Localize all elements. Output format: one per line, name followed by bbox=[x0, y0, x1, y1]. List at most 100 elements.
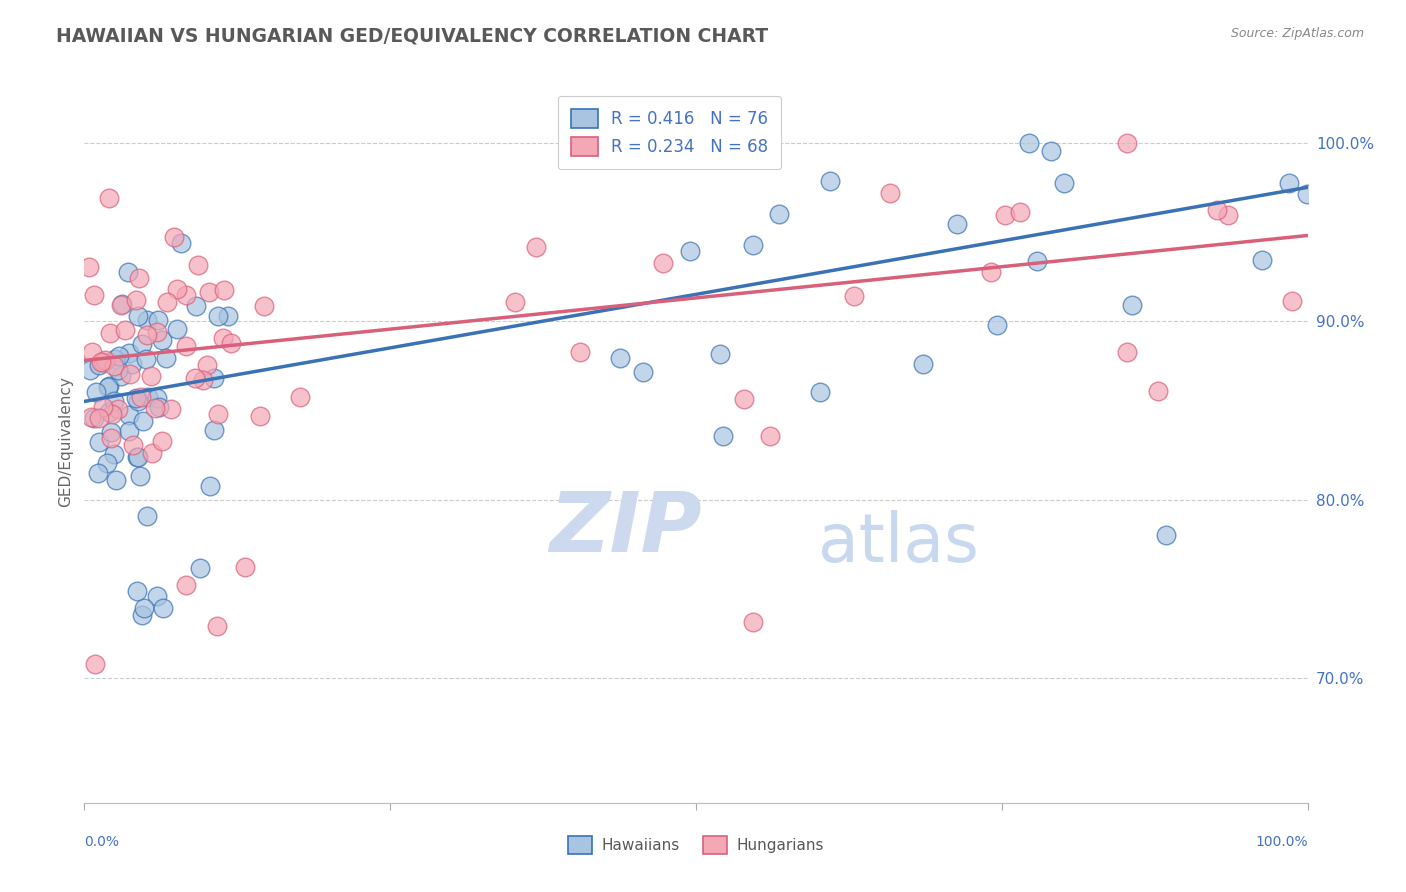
Point bbox=[879, 186, 901, 200]
Point bbox=[212, 331, 235, 345]
Point bbox=[91, 401, 114, 415]
Point bbox=[114, 323, 136, 337]
Point bbox=[195, 359, 218, 373]
Point bbox=[207, 407, 229, 421]
Point bbox=[233, 560, 256, 574]
Point bbox=[103, 393, 125, 408]
Point bbox=[1053, 177, 1076, 191]
Point bbox=[709, 347, 731, 361]
Point bbox=[633, 365, 655, 379]
Point bbox=[198, 285, 221, 299]
Point bbox=[219, 335, 242, 350]
Point bbox=[1206, 202, 1229, 217]
Point bbox=[759, 428, 782, 442]
Point bbox=[120, 367, 142, 381]
Point bbox=[118, 346, 141, 360]
Point bbox=[122, 438, 145, 452]
Point bbox=[135, 328, 157, 343]
Point bbox=[202, 371, 225, 385]
Point bbox=[1281, 294, 1303, 309]
Point bbox=[110, 368, 132, 383]
Point bbox=[152, 601, 174, 615]
Point bbox=[100, 425, 122, 440]
Point bbox=[176, 288, 198, 302]
Point bbox=[84, 657, 107, 671]
Point bbox=[249, 409, 271, 424]
Point bbox=[100, 431, 122, 445]
Point bbox=[202, 423, 225, 437]
Point bbox=[129, 390, 152, 404]
Point bbox=[1010, 204, 1032, 219]
Point bbox=[83, 410, 105, 425]
Text: Source: ZipAtlas.com: Source: ZipAtlas.com bbox=[1230, 27, 1364, 40]
Point bbox=[1154, 528, 1177, 542]
Text: HAWAIIAN VS HUNGARIAN GED/EQUIVALENCY CORRELATION CHART: HAWAIIAN VS HUNGARIAN GED/EQUIVALENCY CO… bbox=[56, 27, 768, 45]
Point bbox=[101, 407, 124, 421]
Point bbox=[980, 265, 1002, 279]
Point bbox=[155, 351, 177, 365]
Point bbox=[1121, 298, 1143, 312]
Point bbox=[170, 235, 193, 250]
Point bbox=[121, 357, 143, 371]
Point bbox=[1040, 145, 1063, 159]
Point bbox=[146, 589, 169, 603]
Point bbox=[118, 408, 141, 422]
Point bbox=[89, 411, 111, 425]
Point bbox=[89, 359, 111, 373]
Point bbox=[127, 583, 149, 598]
Point bbox=[217, 309, 239, 323]
Point bbox=[188, 561, 211, 575]
Point bbox=[148, 400, 170, 414]
Point bbox=[205, 619, 228, 633]
Point bbox=[166, 322, 188, 336]
Point bbox=[132, 414, 155, 428]
Point bbox=[127, 309, 149, 323]
Point bbox=[1115, 345, 1137, 359]
Point bbox=[166, 282, 188, 296]
Point bbox=[1216, 208, 1239, 222]
Point bbox=[103, 447, 125, 461]
Point bbox=[97, 405, 120, 419]
Point bbox=[187, 258, 209, 272]
Point bbox=[526, 240, 548, 254]
Point bbox=[290, 390, 312, 404]
Text: ZIP: ZIP bbox=[550, 488, 702, 569]
Point bbox=[1251, 252, 1274, 267]
Point bbox=[84, 385, 107, 400]
Point bbox=[741, 237, 763, 252]
Point bbox=[125, 392, 148, 406]
Point bbox=[97, 191, 120, 205]
Point bbox=[609, 351, 631, 366]
Point bbox=[98, 326, 121, 340]
Point bbox=[134, 600, 156, 615]
Point bbox=[768, 207, 790, 221]
Point bbox=[79, 363, 101, 377]
Point bbox=[141, 446, 163, 460]
Point bbox=[946, 217, 969, 231]
Point bbox=[503, 294, 526, 309]
Point bbox=[131, 608, 153, 623]
Point bbox=[135, 313, 157, 327]
Point bbox=[79, 260, 101, 274]
Point bbox=[207, 309, 229, 323]
Legend: Hawaiians, Hungarians: Hawaiians, Hungarians bbox=[562, 830, 830, 860]
Point bbox=[97, 380, 120, 394]
Point bbox=[139, 369, 162, 384]
Point bbox=[198, 479, 221, 493]
Point bbox=[146, 391, 169, 405]
Text: 100.0%: 100.0% bbox=[1256, 835, 1308, 849]
Point bbox=[108, 349, 131, 363]
Point bbox=[87, 466, 110, 480]
Point bbox=[146, 326, 169, 340]
Point bbox=[79, 410, 101, 425]
Point bbox=[80, 345, 103, 359]
Point bbox=[128, 270, 150, 285]
Y-axis label: GED/Equivalency: GED/Equivalency bbox=[58, 376, 73, 507]
Point bbox=[1116, 136, 1139, 150]
Point bbox=[808, 384, 831, 399]
Point bbox=[191, 373, 214, 387]
Point bbox=[163, 229, 186, 244]
Point bbox=[143, 401, 166, 416]
Point bbox=[103, 359, 125, 373]
Point bbox=[1018, 136, 1040, 150]
